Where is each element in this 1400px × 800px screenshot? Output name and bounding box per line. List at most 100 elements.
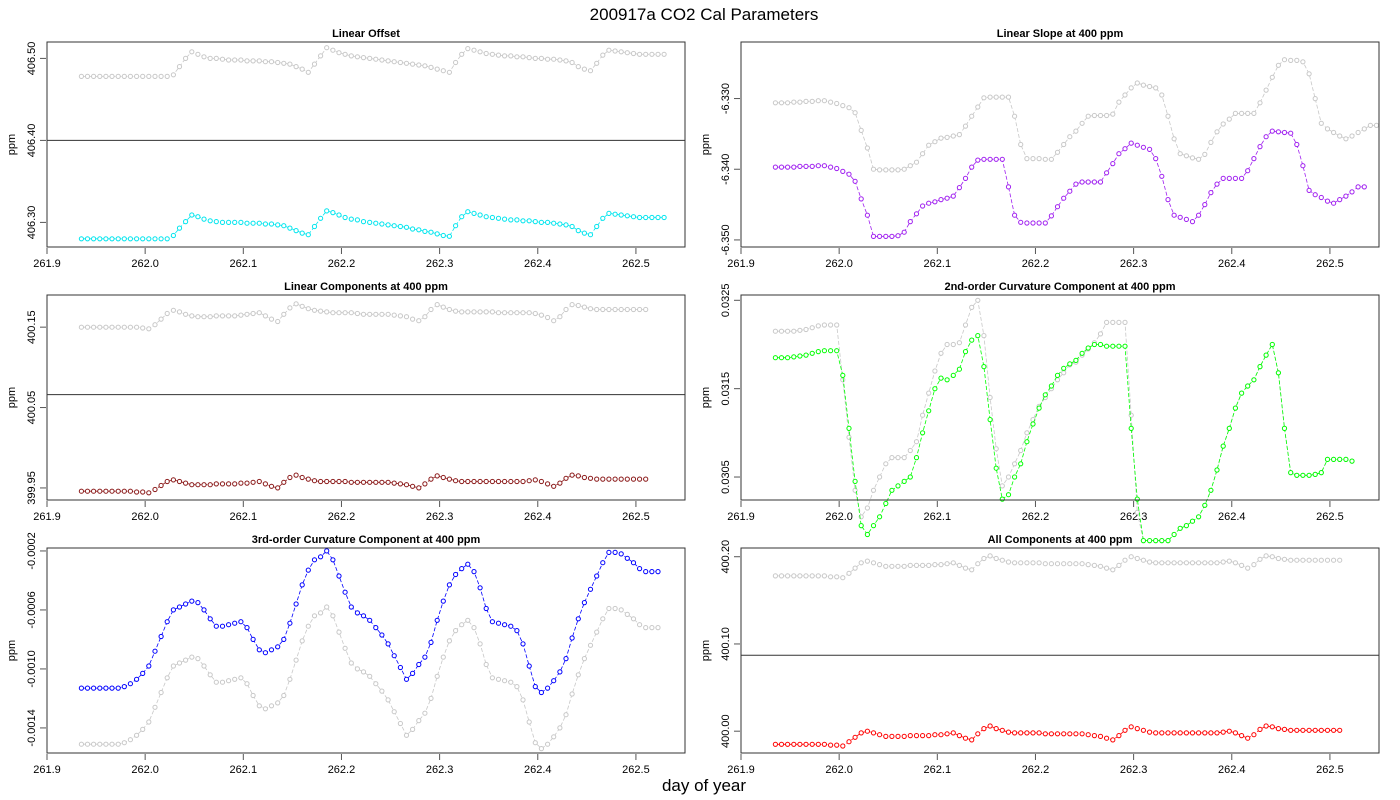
data-point	[1153, 85, 1159, 91]
data-point	[268, 647, 275, 653]
data-point	[281, 636, 287, 643]
data-point	[1324, 456, 1331, 462]
data-point	[962, 565, 969, 571]
data-point	[624, 306, 630, 313]
data-point	[785, 100, 791, 106]
data-point	[244, 311, 250, 317]
data-point	[920, 733, 926, 739]
data-point	[97, 488, 103, 494]
data-point	[1269, 128, 1275, 134]
data-point	[318, 215, 324, 221]
data-point	[140, 489, 146, 495]
data-point	[883, 500, 889, 507]
data-point	[969, 737, 975, 743]
data-point	[91, 488, 97, 494]
data-point	[1140, 557, 1147, 563]
data-point	[1324, 727, 1331, 733]
data-point	[1165, 113, 1171, 119]
data-point	[471, 569, 477, 575]
data-point	[1036, 560, 1042, 566]
data-point	[459, 478, 465, 485]
data-point	[213, 313, 219, 319]
data-point	[545, 741, 551, 747]
y-tick-label: 406.50	[26, 42, 38, 76]
data-point	[483, 478, 489, 485]
data-point	[489, 478, 495, 485]
data-point	[575, 228, 581, 234]
data-point	[434, 302, 440, 308]
data-point	[342, 51, 348, 57]
x-tick-label: 262.1	[230, 764, 258, 776]
data-point	[410, 483, 416, 489]
data-point	[1012, 474, 1018, 480]
data-point	[944, 134, 950, 140]
data-point	[545, 219, 551, 225]
data-point	[545, 56, 551, 62]
data-point	[176, 660, 183, 666]
data-point	[201, 482, 207, 488]
data-point	[1281, 726, 1288, 733]
data-point	[920, 412, 926, 418]
data-point	[508, 53, 514, 59]
data-point	[121, 236, 127, 242]
data-point	[379, 57, 385, 63]
x-tick-label: 262.5	[622, 258, 650, 270]
data-point	[895, 233, 901, 239]
data-point	[1079, 350, 1085, 356]
data-point	[797, 99, 803, 105]
data-point	[134, 732, 140, 738]
data-point	[183, 601, 189, 607]
data-point	[1128, 85, 1134, 91]
data-point	[1012, 730, 1018, 736]
data-point	[643, 476, 649, 482]
x-tick-label: 262.3	[426, 258, 454, 270]
data-point	[913, 211, 920, 217]
data-point	[397, 59, 403, 66]
data-point	[594, 223, 600, 230]
data-point	[643, 51, 649, 57]
data-point	[121, 740, 127, 746]
data-point	[465, 46, 471, 52]
data-point	[121, 73, 127, 80]
x-tick-label: 262.4	[524, 258, 552, 270]
data-point	[563, 222, 569, 228]
data-point	[78, 236, 85, 242]
data-point	[1171, 730, 1177, 736]
y-axis-label: ppm	[700, 387, 712, 408]
data-point	[637, 622, 643, 628]
data-point	[1024, 156, 1030, 162]
data-point	[1202, 502, 1208, 508]
data-point	[1097, 563, 1104, 569]
data-point	[883, 167, 889, 173]
y-tick-label: 400.05	[26, 391, 38, 425]
data-point	[1012, 560, 1018, 566]
data-point	[373, 681, 379, 687]
data-point	[293, 301, 299, 307]
data-point	[920, 430, 926, 436]
data-point	[397, 720, 403, 727]
y-tick-label: 400.15	[26, 310, 38, 344]
data-point	[981, 364, 987, 370]
chart-panel-2: Linear Slope at 400 ppm ppm 261.9 262.0 262.…	[700, 28, 1380, 270]
data-point	[84, 741, 91, 747]
data-point	[140, 726, 146, 733]
data-point	[815, 323, 821, 329]
data-point	[1214, 730, 1220, 736]
data-point	[1110, 319, 1116, 325]
data-point	[238, 619, 244, 625]
data-point	[987, 553, 993, 559]
data-point	[778, 741, 785, 747]
x-tick-label: 262.0	[825, 511, 853, 523]
data-point	[152, 236, 158, 242]
data-point	[1048, 383, 1055, 389]
data-point	[1134, 726, 1140, 732]
data-point	[852, 110, 858, 116]
data-point	[195, 314, 201, 320]
data-point	[864, 728, 871, 734]
data-point	[1232, 175, 1239, 181]
data-point	[379, 479, 385, 485]
data-point	[828, 742, 834, 748]
x-tick-label: 262.3	[1120, 764, 1148, 776]
series-line	[775, 130, 1365, 237]
data-point	[828, 164, 834, 170]
